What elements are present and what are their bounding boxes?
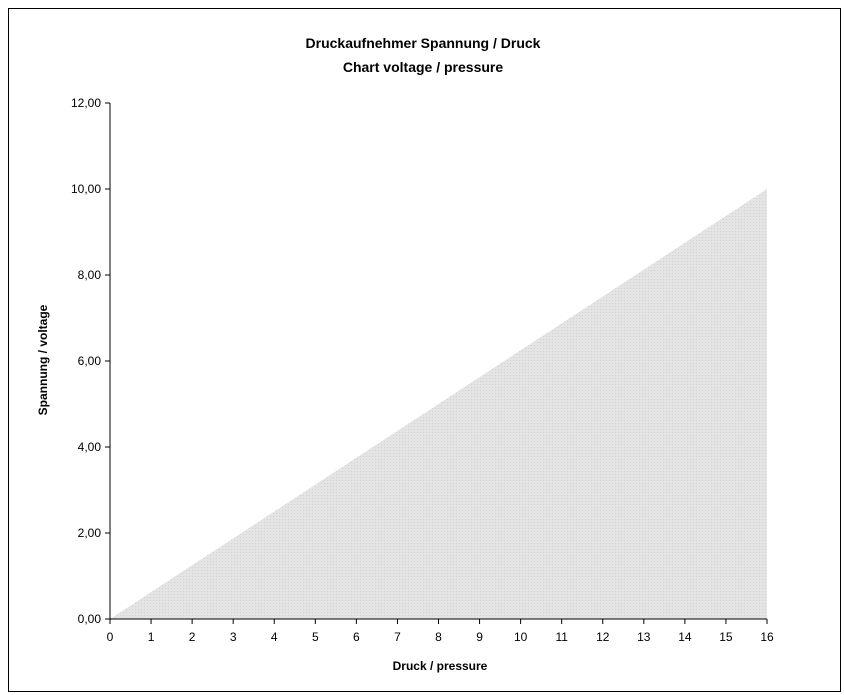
- x-tick-label: 15: [719, 630, 733, 644]
- x-tick-label: 14: [678, 630, 692, 644]
- chart-subtitle: Chart voltage / pressure: [343, 59, 503, 75]
- y-tick-label: 2,00: [78, 526, 102, 540]
- y-tick-label: 4,00: [78, 440, 102, 454]
- x-tick-label: 11: [555, 630, 568, 644]
- x-tick-label: 1: [148, 630, 155, 644]
- y-tick-label: 6,00: [78, 354, 102, 368]
- x-tick-label: 6: [353, 630, 360, 644]
- x-tick-label: 12: [596, 630, 610, 644]
- x-tick-label: 2: [189, 630, 196, 644]
- x-tick-label: 13: [637, 630, 651, 644]
- x-tick-label: 3: [230, 630, 237, 644]
- y-tick-label: 12,00: [71, 96, 101, 110]
- x-axis-label: Druck / pressure: [393, 659, 488, 673]
- x-tick-label: 7: [394, 630, 401, 644]
- x-tick-label: 10: [514, 630, 528, 644]
- x-tick-label: 16: [760, 630, 774, 644]
- y-tick-label: 10,00: [71, 182, 101, 196]
- x-tick-label: 0: [107, 630, 114, 644]
- x-tick-label: 8: [435, 630, 442, 644]
- chart-title: Druckaufnehmer Spannung / Druck: [306, 35, 541, 51]
- x-tick-label: 5: [312, 630, 319, 644]
- area-series: [110, 189, 767, 619]
- y-tick-label: 0,00: [78, 612, 102, 626]
- y-axis-label: Spannung / voltage: [36, 304, 50, 415]
- y-tick-label: 8,00: [78, 268, 102, 282]
- x-tick-label: 9: [476, 630, 483, 644]
- x-tick-label: 4: [271, 630, 278, 644]
